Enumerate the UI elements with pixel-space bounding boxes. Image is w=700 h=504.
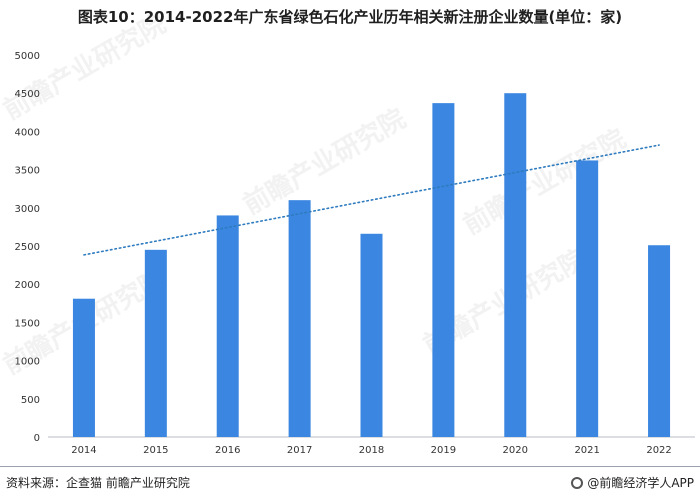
y-tick-label: 1000 — [15, 357, 40, 368]
trendline — [83, 144, 660, 256]
x-tick-label: 2015 — [143, 445, 168, 456]
bar-2017 — [288, 200, 311, 437]
y-tick-label: 5000 — [15, 51, 40, 62]
source-note: 资料来源：企查猫 前瞻产业研究院 — [6, 476, 190, 490]
y-tick-label: 4000 — [15, 127, 40, 138]
trendline-path — [83, 144, 660, 256]
y-tick-label: 4500 — [15, 89, 40, 100]
x-tick-label: 2018 — [359, 445, 384, 456]
bar-2015 — [144, 249, 167, 437]
bar-chart: 前瞻产业研究院 前瞻产业研究院 前瞻产业研究院 前瞻产业研究院 前瞻产业研究院 … — [0, 8, 695, 456]
x-tick-label: 2014 — [71, 445, 96, 456]
footer-divider — [0, 466, 700, 467]
x-tick-label: 2016 — [215, 445, 240, 456]
bar-2014 — [72, 298, 95, 437]
y-tick-label: 500 — [21, 395, 40, 406]
x-axis: 2014 2015 2016 2017 2018 2019 2020 2021 2022 — [48, 436, 695, 456]
chart-title: 图表10：2014-2022年广东省绿色石化产业历年相关新注册企业数量(单位：家… — [77, 8, 623, 26]
bar-2020 — [504, 93, 527, 437]
bar-2016 — [216, 215, 239, 437]
x-tick-label: 2021 — [574, 445, 599, 456]
y-tick-label: 1500 — [15, 318, 40, 329]
brand-credit: @前瞻经济学人APP — [571, 474, 694, 491]
x-tick-label: 2019 — [431, 445, 456, 456]
x-tick-label: 2020 — [503, 445, 528, 456]
bar-2019 — [432, 103, 455, 437]
y-tick-label: 2000 — [15, 280, 40, 291]
bar-2022 — [648, 245, 671, 437]
y-tick-label: 3000 — [15, 204, 40, 215]
y-axis: 0 500 1000 1500 2000 2500 3000 3500 4000 4500 5000 — [15, 51, 40, 444]
bar-2021 — [576, 160, 599, 437]
watermark-text: 前瞻产业研究院 — [0, 8, 171, 126]
brand-logo-icon — [571, 476, 584, 489]
brand-label: @前瞻经济学人APP — [587, 476, 694, 490]
watermark-text: 前瞻产业研究院 — [458, 123, 631, 241]
y-tick-label: 2500 — [15, 242, 40, 253]
x-tick-label: 2022 — [646, 445, 671, 456]
x-tick-label: 2017 — [287, 445, 312, 456]
bar-2018 — [360, 233, 383, 437]
watermark-text: 前瞻产业研究院 — [238, 103, 411, 221]
y-tick-label: 0 — [34, 433, 40, 444]
y-tick-label: 3500 — [15, 166, 40, 177]
